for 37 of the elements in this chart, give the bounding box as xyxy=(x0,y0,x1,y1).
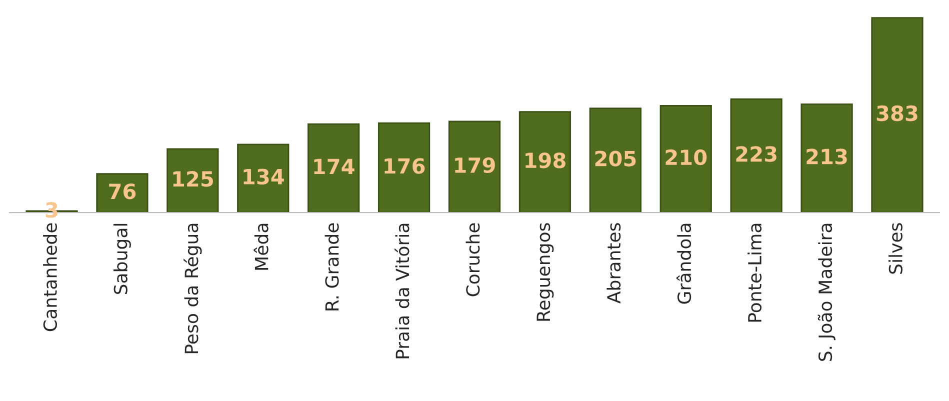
x-tick-label: Grândola xyxy=(676,224,692,304)
data-label: 213 xyxy=(806,148,847,164)
data-label: 205 xyxy=(595,150,636,166)
x-tick-label: Praia da Vitória xyxy=(394,224,410,358)
x-tick-label: Cantanhede xyxy=(43,223,58,332)
data-label: 223 xyxy=(736,146,776,162)
bar xyxy=(871,17,924,213)
x-tick-label: Abrantes xyxy=(606,223,621,304)
x-tick-label: Silves xyxy=(888,223,902,274)
data-label: 76 xyxy=(109,184,136,200)
x-tick-label: Peso da Régua xyxy=(184,224,202,354)
x-tick-label: Sabugal xyxy=(113,224,131,294)
data-label: 210 xyxy=(666,149,707,166)
x-tick-label: Ponte-Lima xyxy=(748,224,762,322)
data-label: 174 xyxy=(314,158,354,174)
bar xyxy=(237,144,290,213)
bar xyxy=(378,122,430,213)
bar xyxy=(800,104,853,213)
bar xyxy=(96,173,148,213)
bar xyxy=(518,111,572,213)
bar xyxy=(308,123,360,213)
data-label: 134 xyxy=(244,168,284,185)
x-tick-label: R. Grande xyxy=(324,223,339,310)
x-tick-label: Mêda xyxy=(254,224,268,270)
bar xyxy=(448,120,501,213)
data-label: 125 xyxy=(173,171,213,187)
bar xyxy=(589,108,642,213)
data-label: 179 xyxy=(455,157,495,174)
data-label: 176 xyxy=(384,158,425,174)
x-tick-label: Coruche xyxy=(466,223,480,296)
bar xyxy=(730,98,782,213)
x-tick-label: Reguengos xyxy=(536,223,554,321)
data-label: 383 xyxy=(876,105,918,122)
x-tick-label: S. João Madeira xyxy=(818,224,836,361)
bar xyxy=(660,105,712,213)
data-label: 198 xyxy=(526,152,566,168)
bar xyxy=(166,148,219,213)
